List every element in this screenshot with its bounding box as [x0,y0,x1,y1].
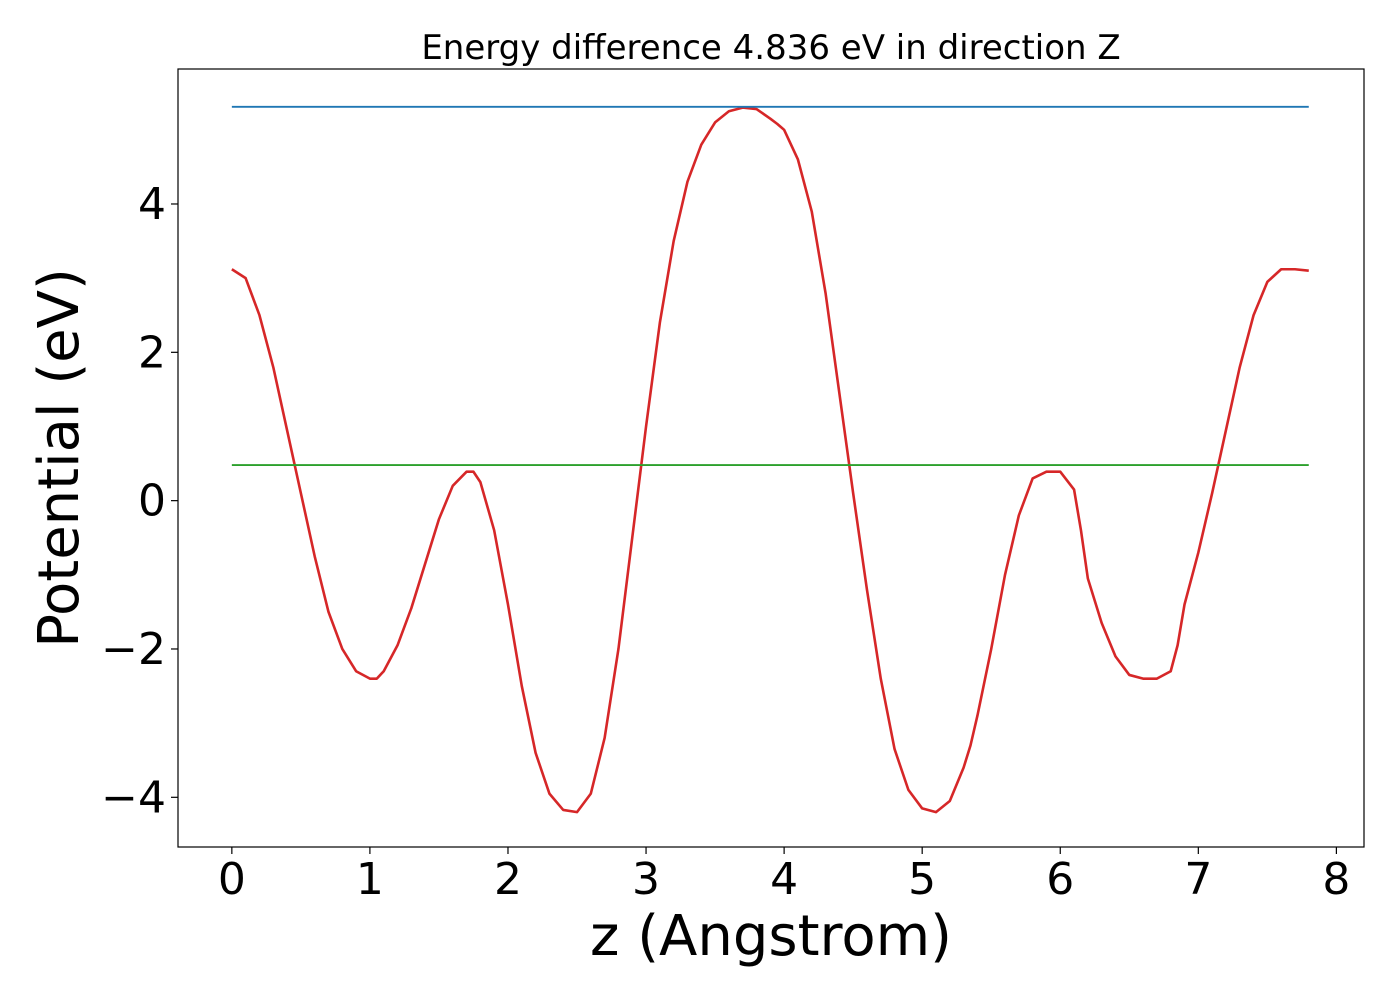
y-tick-label: 4 [138,179,166,230]
plot-frame [177,68,1365,848]
x-tick-label: 8 [1322,854,1350,905]
chart-title: Energy difference 4.836 eV in direction … [421,28,1120,68]
x-tick-label: 3 [632,854,660,905]
x-axis-title: z (Angstrom) [590,904,952,969]
x-tick-label: 5 [908,854,936,905]
y-tick-label: 2 [138,327,166,378]
x-tick-label: 4 [770,854,798,905]
x-tick-label: 7 [1184,854,1212,905]
y-axis-title: Potential (eV) [27,268,92,648]
x-tick-label: 1 [356,854,384,905]
y-axis-ticks: −4 −2 0 2 4 [101,179,178,823]
x-tick-label: 0 [218,854,246,905]
series-line-0 [231,106,1309,814]
y-tick-label: −4 [101,772,166,823]
y-tick-label: 0 [138,476,166,527]
y-tick-label: −2 [101,624,166,675]
x-tick-label: 2 [494,854,522,905]
series-group [231,105,1309,814]
x-tick-label: 6 [1046,854,1074,905]
x-axis-ticks: 0 1 2 3 4 5 6 7 8 [218,847,1350,905]
